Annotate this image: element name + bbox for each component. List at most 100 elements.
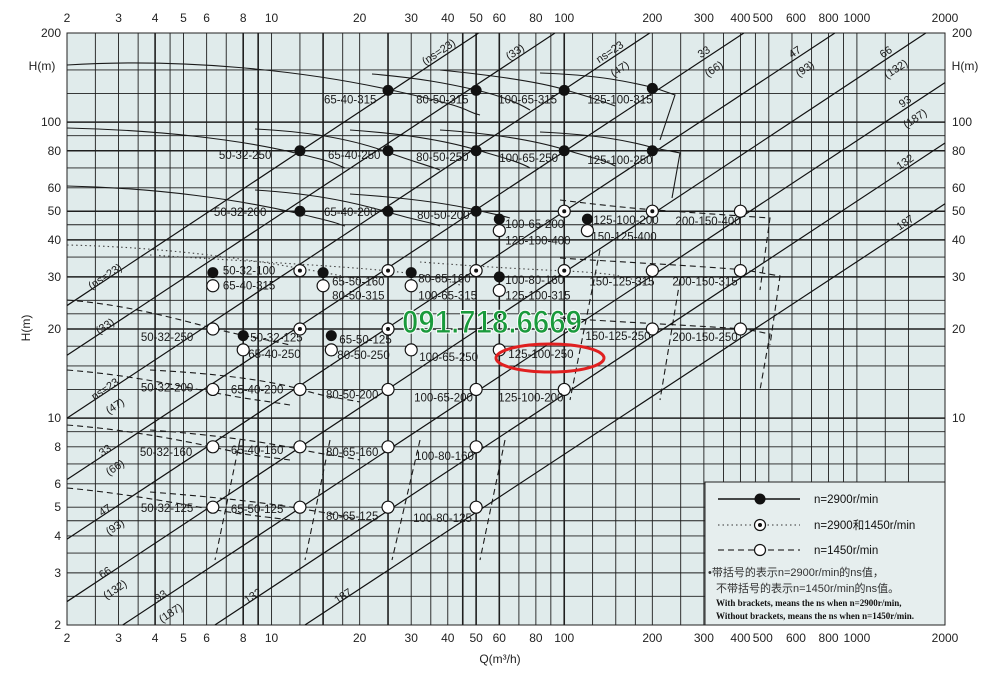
pump-point-center-dot <box>562 209 567 214</box>
pump-point-2900 <box>581 213 593 225</box>
x-tick-label-top: 400 <box>730 11 750 25</box>
pump-point-2900 <box>646 82 658 94</box>
pump-point-2900 <box>317 267 329 279</box>
pump-point-label: 65-40-315 <box>223 281 275 293</box>
pump-point-1450 <box>469 500 483 514</box>
x-tick-label-bottom: 20 <box>353 631 367 645</box>
pump-point-label: 125-100-200 <box>498 392 563 404</box>
pump-point-label: 65-40-200 <box>324 207 376 219</box>
pump-point-label: 100-65-250 <box>499 153 558 165</box>
x-tick-label-top: 200 <box>642 11 662 25</box>
pump-point-center-dot <box>297 327 302 331</box>
x-tick-label-bottom: 2000 <box>932 631 959 645</box>
pump-point-label: 80-65-160 <box>326 447 378 459</box>
x-tick-label-top: 600 <box>786 11 806 25</box>
y-tick-label-right: 60 <box>952 181 966 195</box>
performance-curve <box>439 69 616 107</box>
performance-curve <box>391 439 421 561</box>
legend-background <box>704 481 946 626</box>
pump-point-label: 50-32-200 <box>214 207 266 219</box>
pump-point-2900 <box>237 330 249 342</box>
pump-point-label: 50-32-125 <box>141 503 193 515</box>
pump-point-1450 <box>645 322 659 336</box>
pump-point-label: 125-100-315 <box>505 290 570 302</box>
y-tick-label-left: 60 <box>48 181 62 195</box>
pump-point-label: 125-100-250 <box>587 155 652 167</box>
pump-point-2900 <box>294 145 306 157</box>
pump-point-label: 80-50-200 <box>326 389 378 401</box>
legend: n=2900r/min n=2900和1450r/min n=1450r/min… <box>708 493 915 621</box>
pump-point-label: 150-125-315 <box>589 277 654 289</box>
ns-line <box>66 32 651 419</box>
x-tick-label-bottom: 40 <box>441 631 455 645</box>
x-tick-label-bottom: 2 <box>64 631 71 645</box>
pump-point-label: 125-100-400 <box>505 236 570 248</box>
legend-text-1450: n=1450r/min <box>814 545 878 557</box>
ns-line-label: 33 <box>97 443 114 460</box>
performance-curve <box>254 128 441 171</box>
pump-point-label: 50-32-250 <box>141 332 193 344</box>
pump-point-label: 80-50-315 <box>416 94 468 106</box>
x-tick-label-top: 5 <box>180 11 187 25</box>
y-tick-label-right: 40 <box>952 233 966 247</box>
performance-curve <box>659 279 681 401</box>
pump-point-label: 125-100-315 <box>587 94 652 106</box>
pump-point-1450 <box>492 283 506 298</box>
pump-point-label: 80-50-315 <box>332 291 384 303</box>
y-tick-label-left: 20 <box>48 322 62 336</box>
x-tick-label-top: 300 <box>694 11 714 25</box>
ns-line <box>66 32 479 307</box>
pump-point-center-dot <box>650 209 655 214</box>
y-tick-label-right: 10 <box>952 411 966 425</box>
pump-point-label: 80-50-250 <box>337 350 389 362</box>
pump-point-1450 <box>469 382 483 397</box>
y-tick-label-left: 5 <box>54 500 61 514</box>
pump-point-label: 100-65-200 <box>505 219 564 231</box>
y-tick-label-right: 20 <box>952 322 966 336</box>
pump-point-1450 <box>206 279 220 293</box>
pump-point-1450 <box>293 382 307 397</box>
pump-point-1450 <box>381 500 395 514</box>
legend-text-2900: n=2900r/min <box>814 494 878 506</box>
x-tick-label-bottom: 8 <box>240 631 247 645</box>
legend-note-en-1: With brackets, means the ns when n=2900r… <box>716 598 901 608</box>
x-tick-label-top: 3 <box>115 11 122 25</box>
x-tick-label-top: 8 <box>240 11 247 25</box>
pump-point-2900 <box>382 205 394 217</box>
watermark-phone: 091.718.6669 <box>402 304 582 340</box>
pump-point-label: 100-65-315 <box>418 291 477 303</box>
ns-line-label: 66 <box>97 565 114 582</box>
pump-point-label: 150-125-400 <box>591 232 656 244</box>
pump-point-1450 <box>293 440 307 454</box>
pump-point-label: 100-65-315 <box>498 94 557 106</box>
ns-line-label: 66 <box>878 44 895 61</box>
ns-line <box>66 32 836 540</box>
pump-point-1450 <box>316 279 330 293</box>
pump-point-label: 50-32-200 <box>141 382 193 394</box>
pump-point-label: 65-50-160 <box>332 277 384 289</box>
legend-box <box>704 481 946 626</box>
pump-point-1450 <box>404 279 418 293</box>
y-tick-label-left: 10 <box>48 411 62 425</box>
pump-point-label: 125-100-250 <box>508 349 573 361</box>
performance-curve <box>479 439 506 561</box>
pump-point-1450 <box>293 500 307 514</box>
pump-point-1450 <box>492 223 506 238</box>
pump-point-1450 <box>469 440 483 454</box>
x-tick-label-bottom: 3 <box>115 631 122 645</box>
x-tick-label-bottom: 5 <box>180 631 187 645</box>
x-tick-label-top: 10 <box>265 11 279 25</box>
dotted-circle-center-icon <box>758 523 762 527</box>
performance-curve <box>66 62 481 116</box>
pump-point-1450 <box>557 382 571 397</box>
x-tick-label-bottom: 200 <box>642 631 662 645</box>
performance-curve <box>214 439 241 561</box>
x-tick-label-top: 30 <box>405 11 419 25</box>
pump-point-2900 <box>405 267 417 279</box>
pump-point-2900 <box>207 267 219 279</box>
highlight-ellipse <box>494 342 606 374</box>
open-circle-icon <box>753 543 767 557</box>
pump-point-label: 65-40-250 <box>328 150 380 162</box>
pump-point-1450 <box>206 382 220 397</box>
